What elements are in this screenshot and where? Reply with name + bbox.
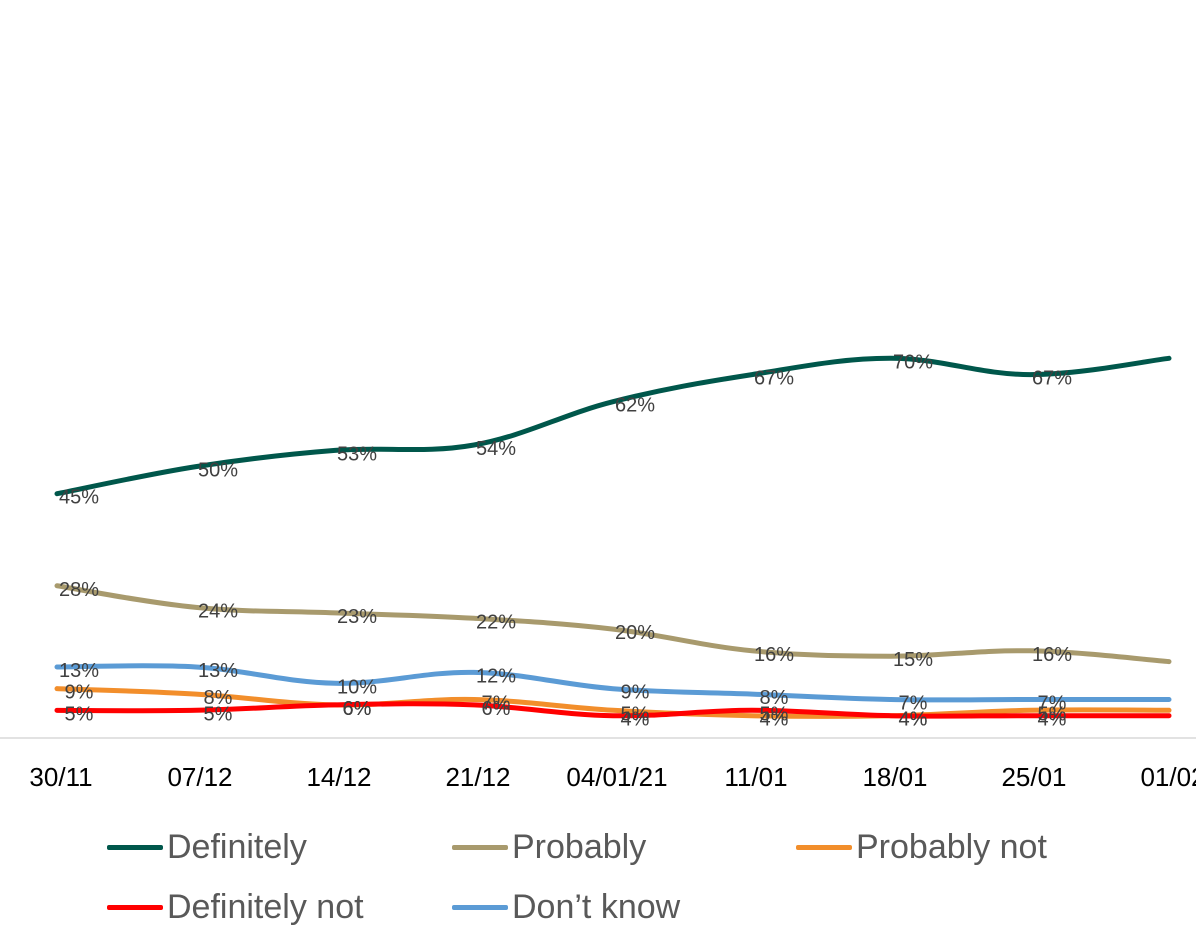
series-layer	[54, 355, 1172, 719]
data-label-probably-not-7: 5%	[1038, 703, 1067, 725]
data-label-don-t-know-3: 12%	[476, 665, 516, 687]
data-label-definitely-not-7: 4%	[1038, 709, 1067, 731]
legend-item-dont-know: Don’t know	[452, 888, 680, 927]
data-label-definitely-not-0: 5%	[65, 703, 94, 725]
data-label-definitely-not-6: 4%	[899, 709, 928, 731]
legend-swatch-definitely	[107, 845, 163, 850]
data-label-probably-2: 23%	[337, 606, 377, 628]
data-label-don-t-know-6: 7%	[899, 692, 928, 714]
data-label-definitely-2: 53%	[337, 443, 377, 465]
legend-swatch-dont-know	[452, 905, 508, 910]
legend-label-probably: Probably	[512, 828, 647, 866]
x-tick-label-5: 11/01	[724, 762, 787, 792]
line-chart: 45%50%53%54%62%67%70%67%70%28%24%23%22%2…	[0, 351, 1196, 792]
x-tick-label-8: 01/02	[1140, 762, 1196, 792]
x-tick-layer: 30/11 07/12 14/12 21/12 04/01/21 11/01 18/01 25…	[29, 762, 1196, 792]
data-label-probably-5: 16%	[754, 644, 794, 666]
legend-item-definitely: Definitely	[107, 828, 307, 867]
data-label-probably-not-3: 7%	[482, 692, 511, 714]
data-label-don-t-know-1: 13%	[198, 660, 238, 682]
legend-label-probably-not: Probably not	[856, 828, 1047, 866]
series-line-definitely	[54, 355, 1172, 497]
data-label-probably-not-4: 5%	[621, 703, 650, 725]
data-label-definitely-not-3: 6%	[482, 698, 511, 720]
data-label-definitely-1: 50%	[198, 460, 238, 482]
x-tick-label-6: 18/01	[862, 762, 927, 792]
x-tick-label-0: 30/11	[29, 762, 92, 792]
x-tick-label-2: 14/12	[306, 762, 371, 792]
data-label-definitely-not-5: 5%	[760, 703, 789, 725]
data-label-probably-3: 22%	[476, 611, 516, 633]
data-label-probably-7: 16%	[1032, 644, 1072, 666]
data-label-definitely-5: 67%	[754, 368, 794, 390]
data-label-don-t-know-7: 7%	[1038, 692, 1067, 714]
series-line-definitely-not	[54, 701, 1172, 719]
data-label-definitely-not-2: 6%	[343, 698, 372, 720]
data-label-definitely-not-1: 5%	[204, 703, 233, 725]
data-label-layer: 45%50%53%54%62%67%70%67%70%28%24%23%22%2…	[59, 351, 1072, 731]
legend-swatch-probably	[452, 845, 508, 850]
legend-label-definitely: Definitely	[167, 828, 307, 866]
data-label-don-t-know-0: 13%	[59, 660, 99, 682]
x-tick-label-4: 04/01/21	[566, 762, 667, 792]
legend-item-probably-not: Probably not	[796, 828, 1047, 867]
data-label-don-t-know-2: 10%	[337, 676, 377, 698]
data-label-definitely-3: 54%	[476, 438, 516, 460]
series-line-probably-not	[54, 686, 1172, 719]
data-label-probably-4: 20%	[615, 622, 655, 644]
data-label-definitely-7: 67%	[1032, 368, 1072, 390]
data-label-definitely-4: 62%	[615, 395, 655, 417]
x-tick-label-3: 21/12	[445, 762, 510, 792]
legend-swatch-definitely-not	[107, 905, 163, 910]
data-label-probably-not-5: 4%	[760, 709, 789, 731]
legend: Definitely Probably Probably not Definit…	[0, 820, 1196, 926]
data-label-probably-not-0: 9%	[65, 682, 94, 704]
data-label-probably-6: 15%	[893, 649, 933, 671]
data-label-probably-not-6: 4%	[899, 709, 928, 731]
legend-swatch-probably-not	[796, 845, 852, 850]
legend-label-dont-know: Don’t know	[512, 888, 681, 926]
x-tick-label-7: 25/01	[1001, 762, 1066, 792]
data-label-don-t-know-4: 9%	[621, 682, 650, 704]
x-tick-label-1: 07/12	[167, 762, 232, 792]
data-label-definitely-6: 70%	[893, 351, 933, 373]
data-label-probably-0: 28%	[59, 579, 99, 601]
data-label-probably-not-1: 8%	[204, 687, 233, 709]
legend-label-definitely-not: Definitely not	[167, 888, 364, 926]
data-label-definitely-0: 45%	[59, 487, 99, 509]
series-line-probably	[54, 583, 1172, 665]
data-label-don-t-know-5: 8%	[760, 687, 789, 709]
data-label-definitely-not-4: 4%	[621, 709, 650, 731]
legend-item-probably: Probably	[452, 828, 646, 867]
data-label-probably-1: 24%	[198, 600, 238, 622]
data-label-probably-not-2: 6%	[343, 698, 372, 720]
series-line-don-t-know	[54, 663, 1172, 703]
legend-item-definitely-not: Definitely not	[107, 888, 364, 927]
